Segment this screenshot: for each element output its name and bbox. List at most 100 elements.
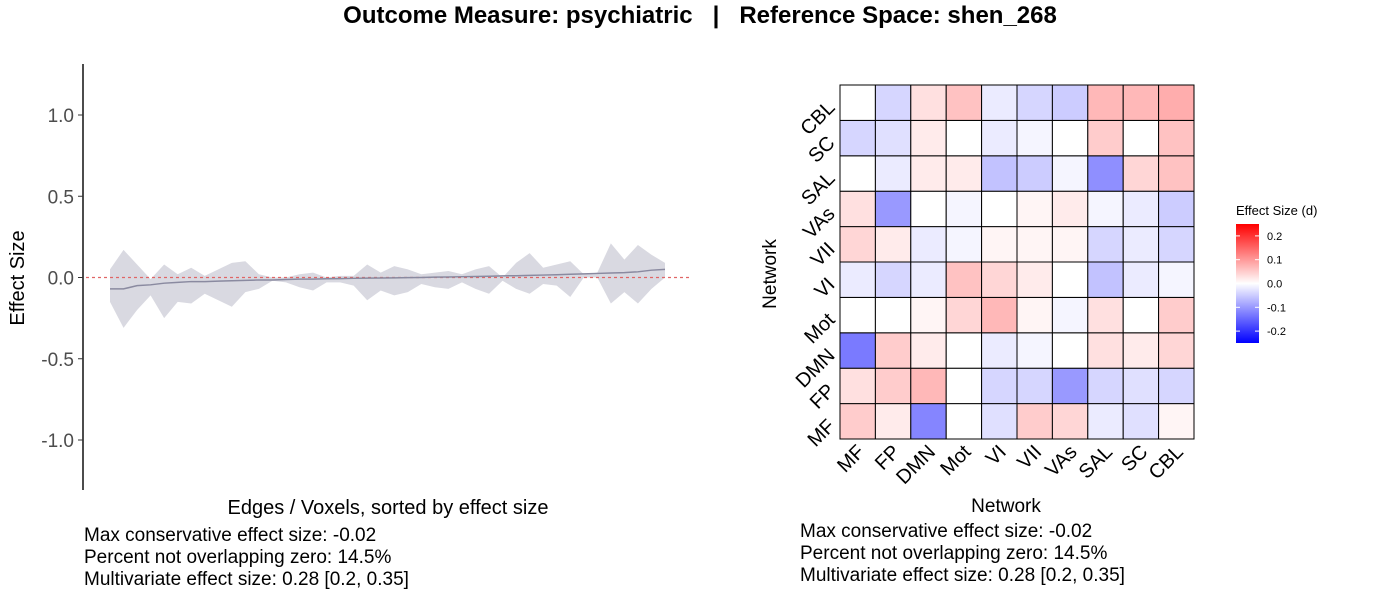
heatmap-cell <box>839 261 876 298</box>
heatmap-cell <box>1087 332 1124 369</box>
heatmap-cell <box>1087 226 1124 263</box>
heatmap-cell <box>874 190 912 228</box>
heatmap-cell <box>1122 84 1160 121</box>
heatmap-cell <box>1051 261 1089 298</box>
heatmap-cell <box>1087 367 1124 405</box>
heatmap-cell <box>1087 84 1124 121</box>
heatmap-cell <box>945 261 983 298</box>
heatmap-cell <box>945 119 983 157</box>
heatmap-x-label: VII <box>1013 441 1046 474</box>
y-tick-label: 0.5 <box>48 187 74 208</box>
confidence-band <box>110 243 665 328</box>
heatmap-x-label: Mot <box>936 441 975 480</box>
heatmap-cell <box>981 190 1018 228</box>
heatmap-cell <box>1087 403 1124 440</box>
heatmap-cell <box>874 119 912 157</box>
heatmap-cell <box>874 155 912 192</box>
left-stats: Max conservative effect size: -0.02 Perc… <box>84 525 409 591</box>
heatmap-cell <box>1158 261 1195 298</box>
right-stat-percent-not-overlapping: Percent not overlapping zero: 14.5% <box>800 543 1108 564</box>
colorbar-legend: Effect Size (d) 0.2 0.1 0.0 -0.1 -0.2 <box>1236 203 1317 343</box>
heatmap-x-label: CBL <box>1145 441 1188 484</box>
heatmap-y-label: Mot <box>800 309 839 348</box>
left-stat-multivariate: Multivariate effect size: 0.28 [0.2, 0.3… <box>84 569 409 590</box>
legend-tick-label: 0.2 <box>1267 231 1282 243</box>
heatmap-cell <box>945 226 983 263</box>
effect-size-line <box>110 268 666 290</box>
heatmap-cell <box>910 332 947 369</box>
heatmap-cell <box>1122 190 1160 228</box>
heatmap-cell <box>1158 155 1195 192</box>
heatmap-cell <box>910 190 947 228</box>
legend-colorbar <box>1236 224 1259 343</box>
heatmap-cell <box>981 155 1018 192</box>
y-tick-label: -0.5 <box>41 350 74 371</box>
heatmap-cell <box>839 119 876 157</box>
heatmap-cell <box>874 226 912 263</box>
heatmap-cell <box>1122 403 1160 440</box>
heatmap-cell <box>1051 119 1089 157</box>
heatmap-x-label: VI <box>982 441 1011 470</box>
heatmap-cell <box>1051 296 1089 334</box>
heatmap-cell <box>1122 296 1160 334</box>
y-axis-title: Effect Size <box>7 230 29 325</box>
heatmap-cell <box>1158 226 1195 263</box>
heatmap-cell <box>1016 84 1053 121</box>
left-stat-max-conservative: Max conservative effect size: -0.02 <box>84 525 377 546</box>
heatmap-cell <box>1051 84 1089 121</box>
heatmap-cell <box>981 226 1018 263</box>
heatmap-cell <box>1051 190 1089 228</box>
legend-tick-label: -0.1 <box>1267 302 1286 314</box>
heatmap-y-label: DMN <box>792 344 840 392</box>
heatmap-cell <box>874 367 912 405</box>
heatmap-cell <box>1158 332 1195 369</box>
heatmap-cell <box>1158 119 1195 157</box>
heatmap-cell <box>874 332 912 369</box>
heatmap-y-label: VAs <box>799 203 839 243</box>
heatmap-y-label: CBL <box>796 97 839 140</box>
heatmap-cell <box>1122 155 1160 192</box>
left-stat-percent-not-overlapping: Percent not overlapping zero: 14.5% <box>84 547 392 568</box>
heatmap-y-label: SAL <box>797 167 839 209</box>
heatmap-cell <box>945 296 983 334</box>
y-tick-label: 1.0 <box>48 106 74 127</box>
heatmap-cell <box>1016 261 1053 298</box>
heatmap-cell <box>839 226 876 263</box>
heatmap-cell <box>1016 403 1053 440</box>
heatmap-cell <box>910 155 947 192</box>
right-stat-max-conservative: Max conservative effect size: -0.02 <box>800 521 1093 542</box>
heatmap-cell <box>1051 226 1089 263</box>
heatmap-cell <box>1158 190 1195 228</box>
x-axis-title: Edges / Voxels, sorted by effect size <box>228 497 549 519</box>
heatmap-cell <box>1051 403 1089 440</box>
heatmap-cell <box>1087 190 1124 228</box>
heatmap-cell <box>839 155 876 192</box>
legend-tick-label: 0.1 <box>1267 255 1282 267</box>
heatmap-cell <box>1087 261 1124 298</box>
heatmap-cell <box>874 84 912 121</box>
heatmap-cell <box>874 261 912 298</box>
heatmap-cell <box>910 119 947 157</box>
legend-tick-label: 0.0 <box>1267 279 1282 291</box>
legend-tick-label: -0.2 <box>1267 326 1286 338</box>
heatmap-cell <box>1016 296 1053 334</box>
heatmap-cell <box>1158 367 1195 405</box>
heatmap-x-label: DMN <box>892 441 940 489</box>
page-title: Outcome Measure: psychiatric | Reference… <box>343 2 1057 29</box>
heatmap-x-label: SAL <box>1075 441 1117 483</box>
heatmap-cell <box>1158 84 1195 121</box>
heatmap-cell <box>910 261 947 298</box>
heatmap-y-label: VI <box>811 274 840 303</box>
heatmap-cell <box>874 296 912 334</box>
heatmap-cell <box>1158 296 1195 334</box>
heatmap-cell <box>945 190 983 228</box>
heatmap-cell <box>981 261 1018 298</box>
heatmap-cell <box>1016 332 1053 369</box>
heatmap-cell <box>945 84 983 121</box>
heatmap-cell <box>981 403 1018 440</box>
heatmap-cell <box>839 84 876 121</box>
legend-title: Effect Size (d) <box>1236 203 1317 218</box>
heatmap-cell <box>1122 332 1160 369</box>
heatmap-cell <box>910 296 947 334</box>
